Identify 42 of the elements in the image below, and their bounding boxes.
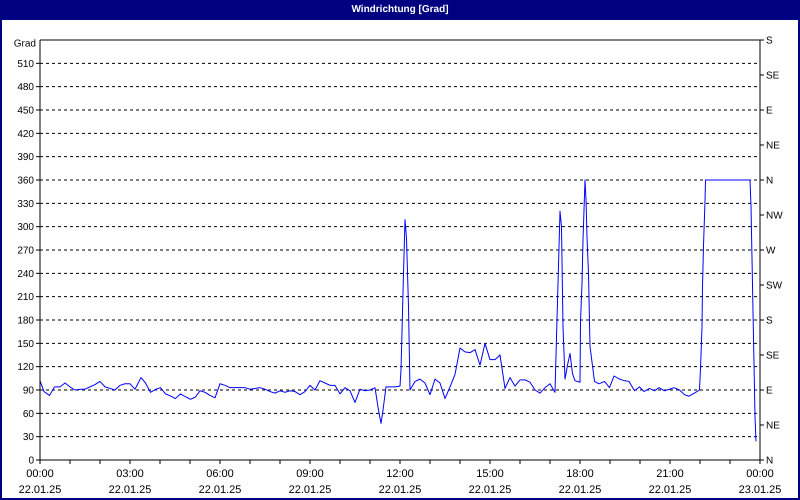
x-tick-label: 12:00 22.01.25 [378,468,422,496]
y-tick-label: 450 [17,106,34,117]
x-tick-label: 00:00 22.01.25 [18,468,62,496]
y-tick-label: 60 [22,408,34,420]
y-tick-label: 270 [17,246,34,257]
category-label: E [766,386,773,397]
y-tick-label: 210 [17,292,34,304]
category-label: NE [766,140,780,152]
y-tick-label: 90 [22,386,34,397]
y-tick-label: 300 [17,222,34,234]
y-tick-label: 390 [17,152,34,164]
y-tick-label: 330 [17,198,34,210]
y-tick-label: 150 [17,338,34,350]
x-tick-label: 09:00 22.01.25 [288,468,332,496]
category-label: NE [766,420,780,432]
category-label: S [766,36,773,47]
y-tick-label: 480 [17,82,34,94]
category-label: SE [766,350,780,362]
category-label: SE [766,70,780,82]
chart-title: Windrichtung [Grad] [0,0,800,20]
category-label: SW [766,280,782,292]
y-tick-label: 360 [17,176,34,187]
category-label: W [766,246,776,257]
y-tick-label: 180 [17,316,34,327]
category-label: NW [766,210,783,222]
x-tick-label: 21:00 22.01.25 [648,468,692,496]
x-tick-label: 06:00 22.01.25 [198,468,242,496]
x-tick-label: 15:00 22.01.25 [468,468,512,496]
y-tick-label: 420 [17,128,34,140]
category-label: S [766,316,773,327]
y-tick-label: 510 [17,58,34,70]
y-tick-label: 240 [17,268,34,280]
y-tick-label: 30 [22,432,34,444]
category-label: E [766,106,773,117]
y-tick-label: 0 [28,456,34,467]
x-tick-label: 00:00 23.01.25 [738,468,782,496]
category-label: N [766,456,774,467]
x-tick-label: 03:00 22.01.25 [108,468,152,496]
y-axis-title: Grad [14,38,36,50]
x-tick-label: 18:00 22.01.25 [558,468,602,496]
y-tick-label: 120 [17,362,34,374]
category-label: N [766,176,774,187]
